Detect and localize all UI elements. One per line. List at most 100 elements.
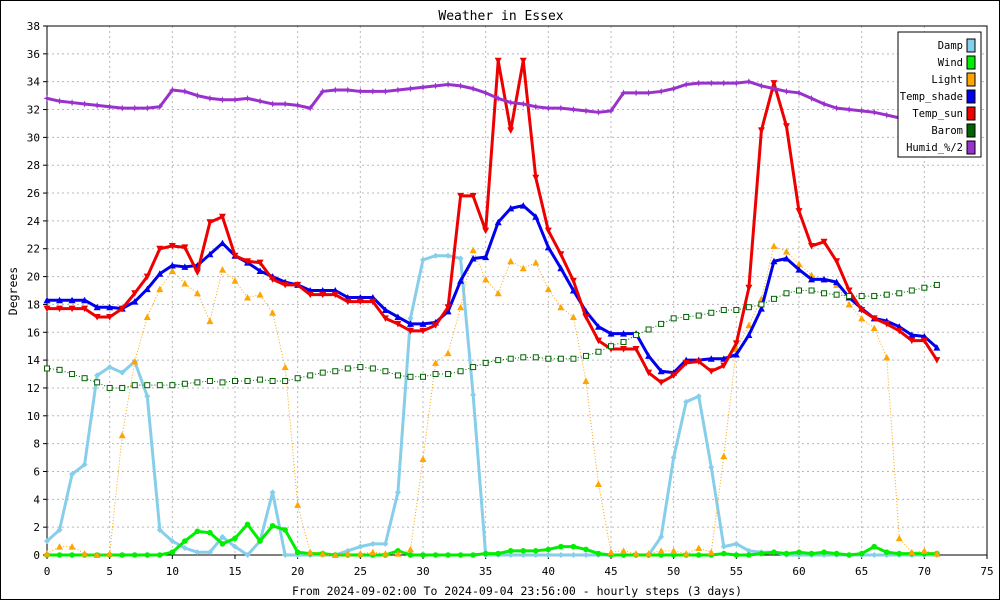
data-point-wind (721, 550, 727, 557)
x-tick-label: 0 (44, 565, 51, 578)
data-point-wind (771, 549, 777, 556)
data-point-damp (69, 471, 76, 478)
data-point-light (858, 314, 866, 322)
x-tick-label: 5 (106, 565, 113, 578)
data-point-barom (232, 377, 238, 384)
data-point-temp-sun (356, 298, 364, 306)
series-lines (43, 57, 941, 558)
y-tick-label: 8 (33, 438, 40, 451)
legend-swatch-light (966, 72, 976, 87)
data-point-temp-sun (294, 281, 302, 289)
data-point-light (620, 547, 628, 554)
data-point-humid-2 (494, 94, 502, 102)
data-point-temp-sun (720, 362, 728, 370)
data-point-damp (420, 256, 426, 263)
data-point-temp-sun (795, 208, 803, 215)
series-damp (44, 252, 940, 558)
data-point-light (269, 309, 277, 316)
data-point-temp-sun (544, 227, 552, 235)
data-point-temp-shade (419, 320, 427, 327)
data-point-barom (783, 290, 790, 297)
data-point-humid-2 (206, 94, 214, 102)
data-point-humid-2 (118, 104, 126, 112)
data-point-temp-sun (557, 251, 565, 258)
data-point-barom (282, 377, 289, 384)
data-point-barom (633, 332, 640, 339)
data-point-wind (420, 552, 426, 558)
data-point-barom (557, 355, 564, 362)
data-point-barom (608, 343, 614, 350)
data-point-light (168, 267, 176, 275)
y-axis-label: Degrees (6, 267, 20, 315)
data-point-humid-2 (820, 100, 828, 108)
data-point-barom (858, 293, 865, 300)
x-tick-label: 45 (604, 565, 617, 578)
data-point-wind (482, 550, 489, 557)
data-point-humid-2 (808, 94, 816, 102)
data-point-temp-shade (206, 250, 214, 258)
data-point-temp-sun (757, 127, 765, 134)
data-point-barom (545, 355, 552, 362)
data-point-light (231, 277, 239, 284)
legend-swatch-temp-shade (966, 89, 976, 104)
data-point-barom (394, 372, 401, 379)
data-point-damp (445, 252, 452, 259)
data-point-light (507, 257, 515, 265)
y-tick-label: 16 (27, 326, 40, 339)
data-point-wind (883, 549, 890, 556)
data-point-humid-2 (444, 80, 452, 88)
data-point-humid-2 (845, 106, 853, 114)
data-point-temp-shade (457, 277, 465, 284)
data-point-temp-sun (908, 337, 916, 345)
data-point-wind (119, 552, 125, 558)
y-tick-label: 32 (27, 104, 40, 117)
data-point-barom (244, 377, 251, 384)
data-point-humid-2 (269, 100, 277, 108)
data-point-wind (282, 527, 288, 533)
chart-title: Weather in Essex (438, 9, 563, 24)
data-point-humid-2 (795, 89, 803, 97)
data-point-light (143, 313, 151, 320)
data-point-barom (833, 291, 840, 298)
data-point-humid-2 (231, 96, 239, 104)
data-point-temp-shade (444, 307, 452, 315)
data-point-humid-2 (620, 89, 628, 97)
data-point-light (281, 363, 289, 371)
data-point-barom (871, 293, 878, 300)
data-point-barom (645, 326, 652, 333)
data-point-light (81, 550, 89, 557)
data-point-light (594, 480, 602, 488)
data-point-temp-shade (68, 296, 76, 304)
y-tick-label: 2 (33, 521, 40, 534)
y-tick-label: 6 (33, 465, 40, 478)
data-point-humid-2 (457, 82, 465, 90)
data-point-damp (206, 549, 213, 556)
data-point-light (469, 246, 477, 254)
data-point-light (532, 259, 540, 266)
data-point-barom (44, 365, 50, 372)
data-point-humid-2 (883, 111, 891, 119)
data-point-light (883, 353, 891, 361)
data-point-humid-2 (532, 103, 540, 111)
data-point-temp-sun (507, 127, 515, 134)
data-point-humid-2 (557, 104, 565, 112)
data-point-humid-2 (193, 92, 201, 100)
data-point-light (682, 550, 690, 557)
data-point-temp-shade (745, 331, 753, 339)
series-line-humid-2 (46, 80, 939, 120)
data-point-barom (582, 352, 589, 359)
data-point-temp-shade (645, 352, 653, 359)
data-point-damp (194, 549, 201, 556)
data-point-temp-sun (231, 252, 239, 260)
data-point-damp (432, 252, 439, 259)
data-point-temp-sun (43, 305, 51, 313)
y-tick-label: 26 (27, 187, 40, 200)
data-point-damp (232, 543, 238, 550)
data-point-light (645, 550, 653, 557)
data-point-temp-sun (206, 219, 214, 226)
data-point-barom (796, 287, 802, 294)
data-point-wind (495, 550, 502, 557)
data-point-temp-sun (695, 358, 703, 365)
data-point-wind (207, 529, 213, 536)
data-point-temp-sun (632, 345, 640, 353)
